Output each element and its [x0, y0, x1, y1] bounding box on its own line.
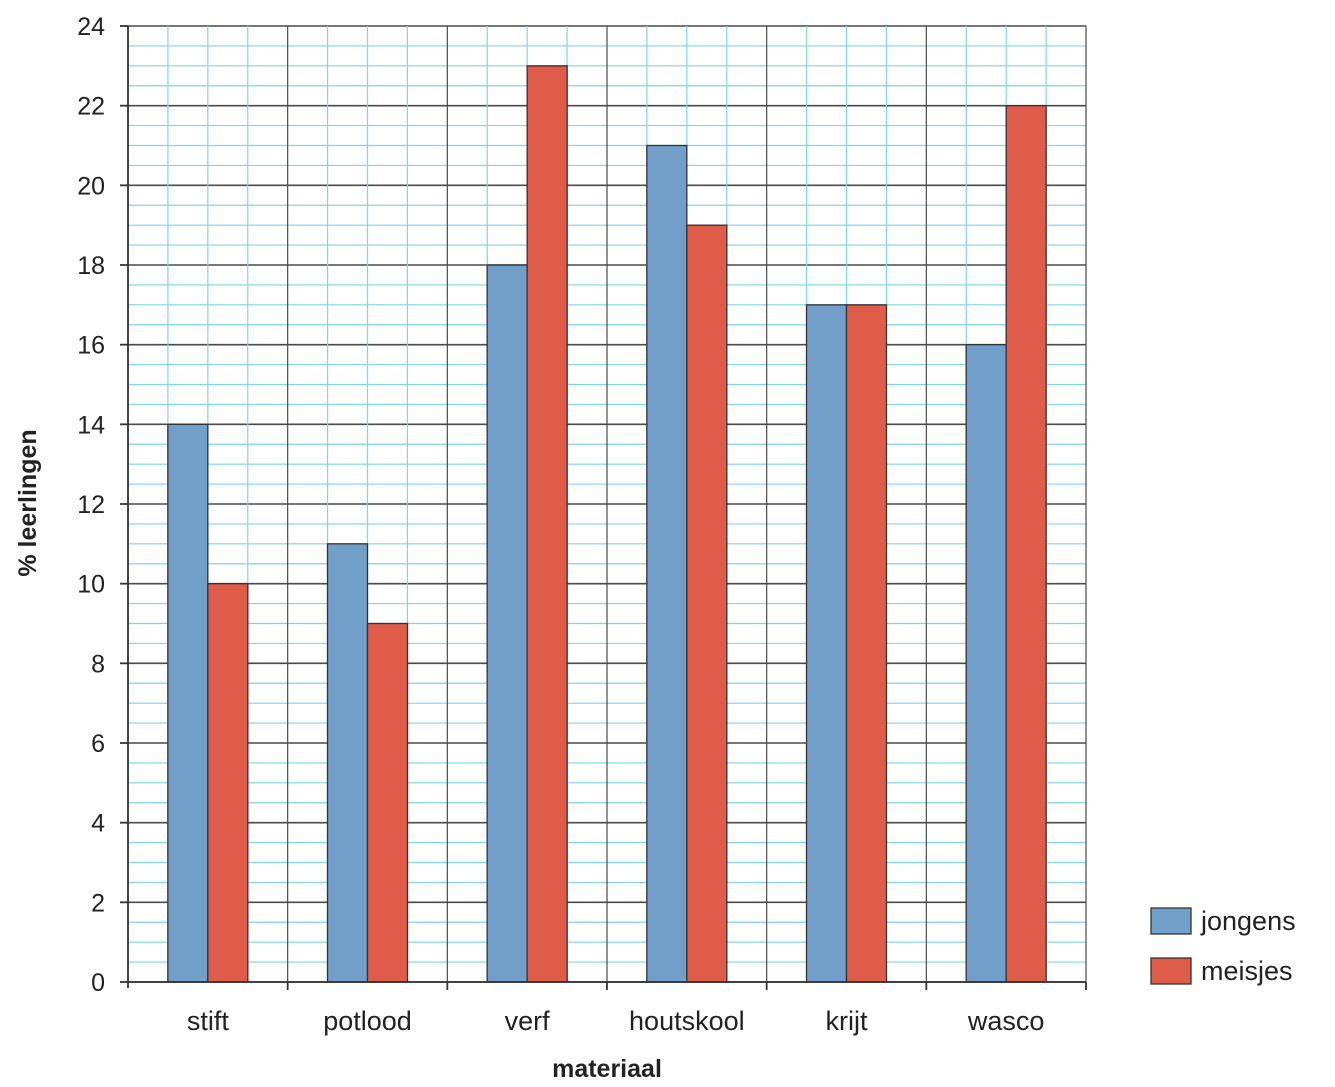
x-tick-label: houtskool	[629, 1006, 745, 1036]
x-tick-label: stift	[187, 1006, 230, 1036]
bar-meisjes-potlood	[366, 622, 409, 983]
y-tick-label: 22	[77, 93, 105, 121]
y-tick-label: 4	[91, 810, 105, 838]
axes	[120, 25, 1087, 990]
y-tick-label: 18	[77, 252, 105, 280]
legend-swatch-meisjes	[1150, 957, 1192, 985]
y-tick-label: 12	[77, 491, 105, 519]
bar-jongens-verf	[486, 264, 528, 983]
y-tick-label: 10	[77, 571, 105, 599]
y-tick-label: 24	[77, 13, 105, 41]
y-tick-label: 6	[91, 730, 105, 758]
bar-jongens-krijt	[805, 304, 848, 983]
legend: jongens meisjes	[1150, 906, 1296, 986]
y-tick-label: 14	[77, 411, 105, 439]
legend-label-meisjes: meisjes	[1201, 956, 1293, 986]
y-tick-label: 8	[91, 650, 105, 678]
y-tick-label: 2	[91, 889, 105, 917]
x-tick-label: wasco	[967, 1006, 1045, 1036]
x-tick-labels: stift potlood verf houtskool krijt wasco	[187, 1006, 1045, 1036]
bars	[167, 65, 1047, 983]
x-tick-label: potlood	[323, 1006, 412, 1036]
x-tick-label: krijt	[826, 1006, 868, 1036]
y-tick-label: 16	[77, 332, 105, 360]
bar-jongens-wasco	[965, 344, 1007, 983]
grid	[127, 25, 1087, 983]
legend-label-jongens: jongens	[1200, 906, 1296, 936]
bar-meisjes-stift	[207, 583, 249, 983]
y-tick-label: 0	[91, 969, 105, 997]
x-tick-label: verf	[505, 1006, 551, 1036]
bar-meisjes-krijt	[845, 304, 888, 983]
y-tick-label: 20	[77, 172, 105, 200]
bar-meisjes-wasco	[1005, 105, 1047, 983]
bar-jongens-stift	[167, 423, 209, 983]
bar-meisjes-verf	[526, 65, 568, 983]
y-axis-label: % leerlingen	[14, 429, 42, 576]
bar-jongens-potlood	[326, 543, 369, 983]
bar-meisjes-houtskool	[686, 224, 728, 983]
bar-jongens-houtskool	[646, 144, 688, 983]
legend-swatch-jongens	[1150, 907, 1192, 935]
x-axis-label: materiaal	[552, 1055, 662, 1082]
